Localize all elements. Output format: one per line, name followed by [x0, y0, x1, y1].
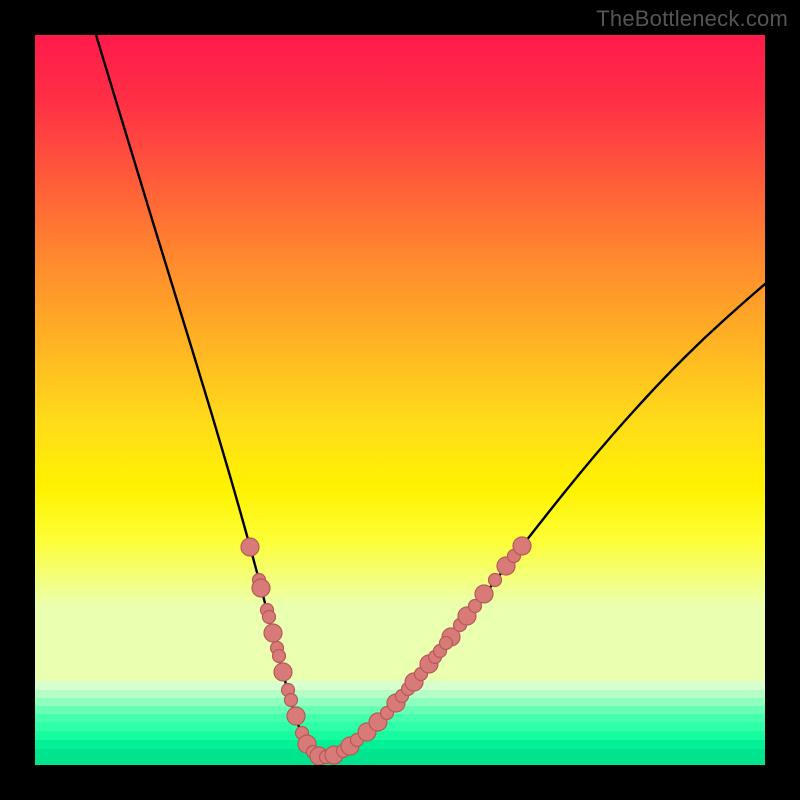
- data-marker: [273, 650, 286, 663]
- data-marker: [285, 694, 298, 707]
- data-marker: [475, 585, 493, 603]
- data-marker: [287, 707, 305, 725]
- curve-path: [93, 35, 765, 757]
- data-marker: [513, 537, 531, 555]
- data-marker: [263, 611, 276, 624]
- data-marker: [274, 663, 292, 681]
- chart-svg: [35, 35, 765, 765]
- data-marker: [440, 637, 453, 650]
- data-marker: [252, 579, 270, 597]
- markers-group: [241, 537, 531, 765]
- data-marker: [241, 538, 259, 556]
- watermark-text: TheBottleneck.com: [596, 6, 788, 32]
- data-marker: [489, 574, 502, 587]
- data-marker: [264, 624, 282, 642]
- plot-area: [35, 35, 765, 765]
